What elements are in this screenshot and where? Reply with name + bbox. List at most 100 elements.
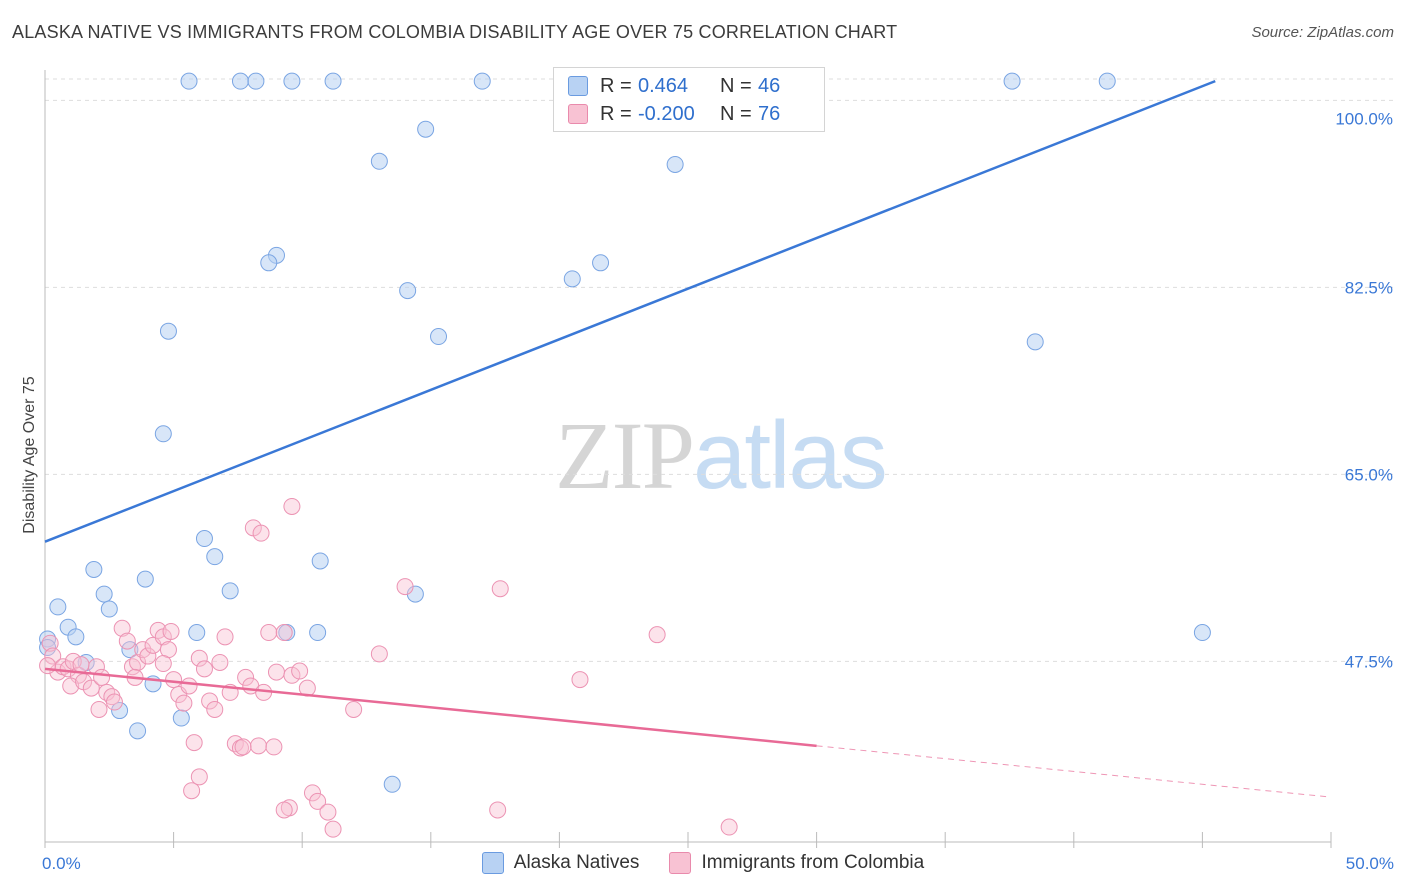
- series-legend: Alaska Natives Immigrants from Colombia: [0, 852, 1406, 874]
- alaska-native-point: [206, 548, 224, 566]
- colombia-point: [129, 653, 147, 671]
- colombia-point: [249, 737, 267, 755]
- colombia-trendline-extension: [816, 745, 1332, 798]
- colombia-point: [39, 657, 57, 675]
- x-tick-label: 50.0%: [1346, 854, 1394, 873]
- colombia-point: [267, 663, 285, 681]
- alaska-native-point: [231, 72, 249, 90]
- colombia-point: [105, 693, 123, 711]
- alaska-native-point: [1098, 72, 1116, 90]
- series-swatch-pink: [669, 852, 692, 874]
- colombia-point: [72, 656, 90, 674]
- colombia-point: [211, 653, 229, 671]
- colombia-point: [165, 671, 183, 689]
- colombia-point: [201, 692, 219, 710]
- alaska-native-trendline: [44, 79, 1216, 543]
- y-tick-label: 47.5%: [1345, 652, 1393, 671]
- alaska-native-point: [100, 600, 118, 618]
- colombia-point: [162, 622, 180, 640]
- legend-r-label: R =: [600, 102, 632, 125]
- alaska-native-point: [592, 254, 610, 272]
- series-label: Alaska Natives: [513, 852, 640, 873]
- alaska-native-point: [129, 722, 147, 740]
- source-credit: Source: ZipAtlas.com: [1251, 24, 1394, 41]
- alaska-native-point: [260, 254, 278, 272]
- y-tick-label: 65.0%: [1345, 465, 1393, 484]
- alaska-native-point: [417, 120, 435, 138]
- colombia-point: [283, 666, 301, 684]
- colombia-point: [648, 626, 666, 644]
- alaska-native-point: [172, 709, 190, 727]
- chart-title: ALASKA NATIVE VS IMMIGRANTS FROM COLOMBI…: [12, 22, 898, 42]
- alaska-native-point: [195, 530, 213, 548]
- alaska-native-point: [399, 282, 417, 300]
- colombia-point: [185, 734, 203, 752]
- colombia-point: [252, 524, 270, 542]
- colombia-point: [82, 679, 100, 697]
- colombia-point: [275, 801, 293, 819]
- alaska-native-point: [67, 628, 85, 646]
- legend-r-value: 0.464: [638, 74, 689, 97]
- colombia-point: [309, 792, 327, 810]
- colombia-point: [154, 655, 172, 673]
- alaska-native-point: [221, 582, 239, 600]
- colombia-point: [345, 700, 363, 718]
- colombia-point: [370, 645, 388, 663]
- colombia-point: [260, 624, 278, 642]
- colombia-point: [303, 784, 321, 802]
- colombia-point: [491, 580, 509, 598]
- series-label: Immigrants from Colombia: [701, 852, 925, 873]
- y-tick-label: 82.5%: [1345, 278, 1393, 297]
- legend-r-label: R =: [600, 74, 632, 97]
- colombia-point: [275, 624, 293, 642]
- alaska-native-point: [473, 72, 491, 90]
- colombia-point: [175, 694, 193, 712]
- alaska-native-point: [111, 702, 129, 720]
- alaska-native-point: [85, 561, 103, 578]
- colombia-point: [41, 634, 59, 652]
- colombia-point: [324, 820, 342, 838]
- legend-row-alaska-natives: R = 0.464 N = 46: [568, 72, 780, 100]
- alaska-native-point: [324, 72, 342, 90]
- colombia-point: [396, 578, 414, 596]
- legend-row-colombia: R = -0.200 N = 76: [568, 100, 780, 128]
- colombia-point: [90, 700, 108, 718]
- alaska-native-point: [154, 425, 172, 443]
- watermark: ZIPatlas: [555, 400, 888, 511]
- x-tick-label: 0.0%: [42, 854, 81, 873]
- alaska-native-point: [1003, 72, 1021, 90]
- alaska-native-point: [49, 598, 67, 616]
- colombia-point: [319, 803, 337, 821]
- alaska-native-point: [666, 155, 684, 173]
- alaska-native-point: [563, 270, 581, 288]
- alaska-native-point: [283, 72, 301, 90]
- colombia-point: [234, 738, 252, 756]
- legend-n-label: N =: [720, 74, 752, 97]
- colombia-point: [62, 677, 80, 695]
- colombia-point: [265, 738, 283, 756]
- legend-swatch-blue: [568, 76, 588, 96]
- series-swatch-blue: [481, 852, 504, 874]
- watermark-zip: ZIP: [555, 402, 695, 509]
- legend-n-label: N =: [720, 102, 752, 125]
- legend-n-value: 76: [758, 102, 781, 125]
- alaska-native-point: [370, 152, 388, 170]
- colombia-point: [206, 700, 224, 718]
- y-tick-label: 100.0%: [1335, 109, 1393, 128]
- alaska-native-point: [309, 624, 327, 642]
- colombia-point: [190, 768, 208, 786]
- colombia-point: [44, 647, 62, 665]
- colombia-point: [183, 782, 201, 800]
- colombia-point: [195, 660, 213, 678]
- colombia-point: [283, 497, 301, 515]
- alaska-native-point: [430, 328, 448, 346]
- colombia-point: [571, 671, 589, 689]
- alaska-native-point: [180, 72, 198, 90]
- alaska-native-point: [1026, 333, 1044, 351]
- legend-swatch-pink: [568, 104, 588, 124]
- colombia-point: [216, 628, 234, 646]
- colombia-point: [180, 677, 198, 695]
- correlation-legend: R = 0.464 N = 46 R = -0.200 N = 76: [553, 67, 825, 132]
- colombia-point: [291, 662, 309, 680]
- colombia-point: [237, 668, 255, 686]
